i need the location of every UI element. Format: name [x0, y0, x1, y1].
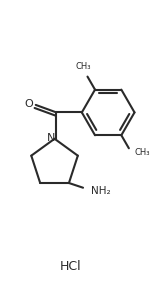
Text: CH₃: CH₃	[135, 148, 150, 156]
Text: N: N	[47, 133, 55, 143]
Text: HCl: HCl	[60, 260, 81, 273]
Text: NH₂: NH₂	[91, 185, 110, 195]
Text: O: O	[25, 99, 34, 109]
Text: CH₃: CH₃	[76, 62, 92, 71]
